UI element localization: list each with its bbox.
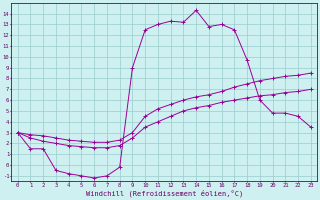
X-axis label: Windchill (Refroidissement éolien,°C): Windchill (Refroidissement éolien,°C)	[86, 190, 243, 197]
